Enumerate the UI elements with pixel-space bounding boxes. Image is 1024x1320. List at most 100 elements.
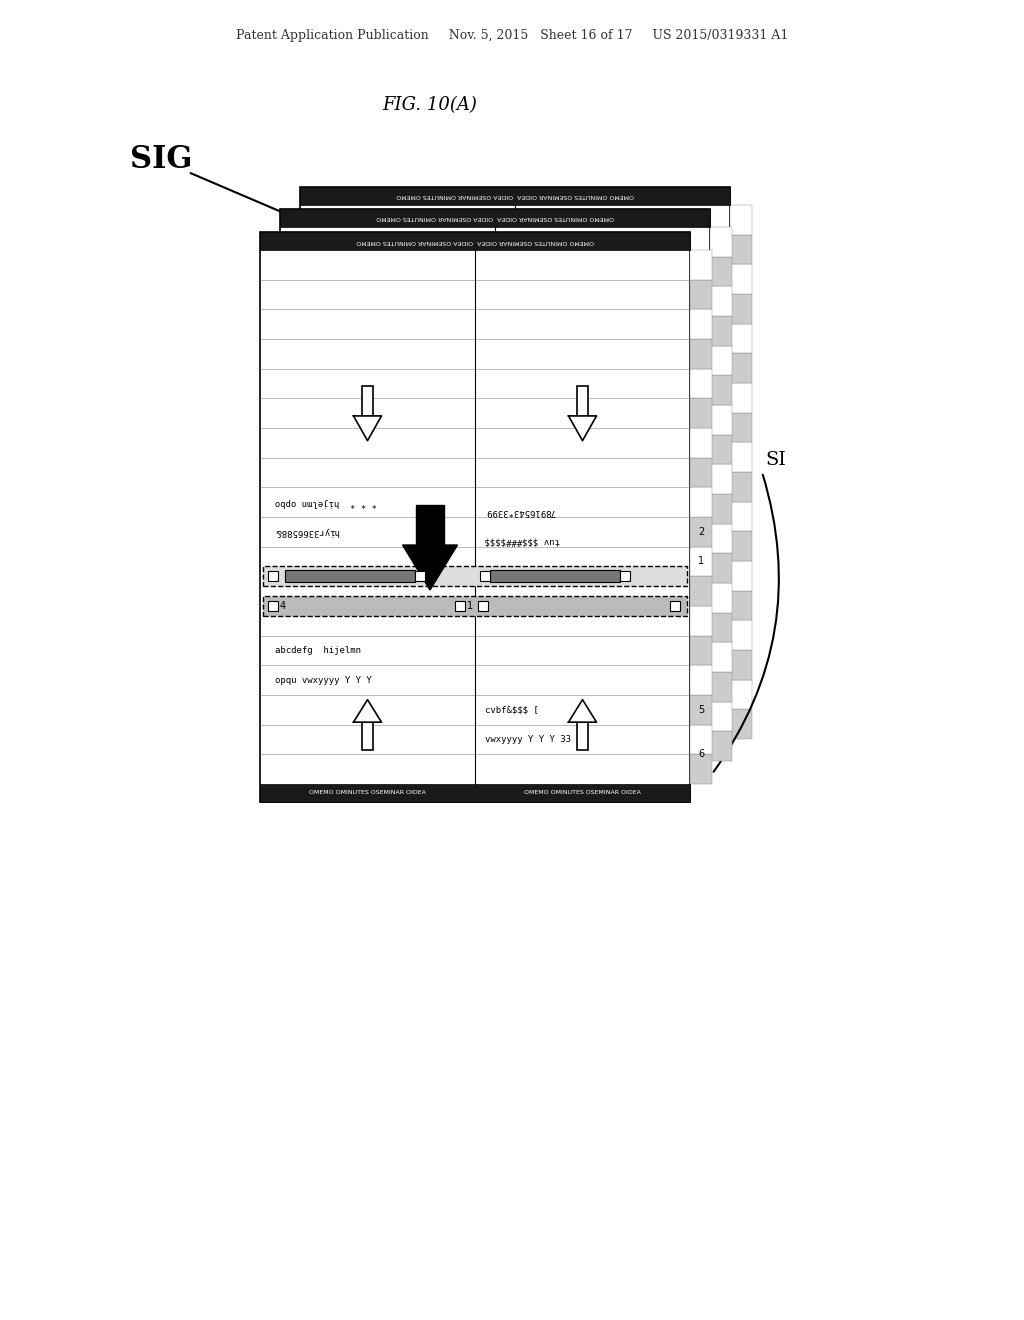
Bar: [690, 696, 712, 725]
Bar: [690, 399, 712, 428]
Text: 78916543*3399: 78916543*3399: [485, 507, 555, 516]
Bar: [490, 570, 620, 582]
Bar: [263, 566, 687, 586]
Bar: [710, 494, 732, 524]
Bar: [416, 506, 444, 545]
Bar: [285, 570, 415, 582]
Bar: [690, 368, 712, 399]
Bar: [710, 524, 732, 553]
Polygon shape: [568, 416, 597, 441]
Bar: [690, 428, 712, 458]
Bar: [455, 601, 465, 611]
Bar: [730, 680, 752, 709]
Bar: [690, 458, 712, 487]
Bar: [710, 643, 732, 672]
Bar: [280, 762, 710, 779]
Bar: [690, 517, 712, 546]
Bar: [730, 235, 752, 264]
Bar: [690, 754, 712, 784]
Text: 4: 4: [280, 601, 286, 611]
Bar: [690, 309, 712, 339]
Bar: [730, 590, 752, 620]
Bar: [690, 339, 712, 368]
Bar: [300, 187, 730, 756]
Text: OMEMO OMINUTES OSEMINAR OIDEA: OMEMO OMINUTES OSEMINAR OIDEA: [309, 791, 426, 796]
Text: cvbf&$$$ [: cvbf&$$$ [: [485, 705, 539, 714]
Bar: [730, 264, 752, 294]
Bar: [478, 601, 488, 611]
Bar: [710, 612, 732, 643]
Bar: [710, 315, 732, 346]
Bar: [280, 209, 710, 779]
Text: * * *  hijelmn opbo: * * * hijelmn opbo: [275, 498, 377, 507]
Text: OMEMO OMINUTES OSEMINAR OIDEA  OIDEA OSEMINAR OMINUTES OMEMO: OMEMO OMINUTES OSEMINAR OIDEA OIDEA OSEM…: [376, 215, 613, 220]
Text: 6: 6: [698, 750, 705, 759]
Polygon shape: [402, 545, 458, 590]
Text: 2: 2: [698, 527, 705, 537]
Bar: [260, 232, 690, 249]
Bar: [690, 546, 712, 577]
Bar: [300, 739, 730, 756]
Bar: [263, 597, 687, 616]
Text: OMEMO OMINUTES OSEMINAR OIDEA: OMEMO OMINUTES OSEMINAR OIDEA: [544, 767, 660, 772]
Text: abcdefg  hijelmn: abcdefg hijelmn: [275, 645, 361, 655]
Bar: [730, 561, 752, 590]
Text: OMEMO OMINUTES OSEMINAR OIDEA: OMEMO OMINUTES OSEMINAR OIDEA: [564, 746, 681, 751]
Bar: [710, 256, 732, 286]
Polygon shape: [353, 700, 382, 722]
Text: OMEMO OMINUTES OSEMINAR OIDEA: OMEMO OMINUTES OSEMINAR OIDEA: [349, 746, 466, 751]
Bar: [730, 205, 752, 235]
Bar: [730, 649, 752, 680]
Text: hiyr3366588&: hiyr3366588&: [275, 527, 340, 536]
Text: OMEMO OMINUTES OSEMINAR OIDEA  OIDEA OSEMINAR OMINUTES OMEMO: OMEMO OMINUTES OSEMINAR OIDEA OIDEA OSEM…: [396, 194, 634, 198]
Bar: [730, 383, 752, 413]
Bar: [710, 672, 732, 702]
Bar: [730, 294, 752, 323]
Bar: [710, 375, 732, 405]
Bar: [710, 731, 732, 762]
Text: Patent Application Publication     Nov. 5, 2015   Sheet 16 of 17     US 2015/031: Patent Application Publication Nov. 5, 2…: [236, 29, 788, 41]
Bar: [577, 385, 589, 416]
Text: OMEMO OMINUTES OSEMINAR OIDEA: OMEMO OMINUTES OSEMINAR OIDEA: [329, 767, 445, 772]
Bar: [730, 323, 752, 354]
Bar: [268, 572, 278, 581]
Bar: [690, 249, 712, 280]
Text: FIG. 10(B): FIG. 10(B): [382, 616, 477, 634]
Text: SI: SI: [765, 451, 785, 469]
Text: 1: 1: [467, 601, 473, 611]
Polygon shape: [353, 416, 382, 441]
Bar: [710, 405, 732, 434]
Bar: [690, 577, 712, 606]
Bar: [670, 601, 680, 611]
Bar: [577, 722, 589, 750]
Bar: [730, 354, 752, 383]
Text: opqu vwxyyyy Y Y Y: opqu vwxyyyy Y Y Y: [275, 676, 372, 685]
Bar: [730, 413, 752, 442]
Bar: [260, 232, 690, 803]
Bar: [730, 473, 752, 502]
Bar: [710, 702, 732, 731]
Bar: [690, 606, 712, 636]
Bar: [710, 434, 732, 465]
Text: OMEMO OMINUTES OSEMINAR OIDEA: OMEMO OMINUTES OSEMINAR OIDEA: [524, 791, 641, 796]
Bar: [361, 385, 374, 416]
Bar: [361, 722, 374, 750]
Bar: [300, 187, 730, 205]
Bar: [710, 346, 732, 375]
Bar: [415, 572, 425, 581]
Bar: [268, 601, 278, 611]
Bar: [690, 665, 712, 696]
Text: 1: 1: [698, 557, 705, 566]
Text: vwxyyyy Y Y Y 33: vwxyyyy Y Y Y 33: [485, 735, 571, 744]
Bar: [730, 442, 752, 473]
Bar: [280, 209, 710, 227]
Bar: [690, 725, 712, 754]
Text: OMEMO OMINUTES OSEMINAR OIDEA  OIDEA OSEMINAR OMINUTES OMEMO: OMEMO OMINUTES OSEMINAR OIDEA OIDEA OSEM…: [356, 239, 594, 243]
Bar: [710, 227, 732, 256]
Bar: [730, 709, 752, 739]
Bar: [620, 572, 630, 581]
Bar: [690, 487, 712, 517]
Bar: [710, 553, 732, 583]
Bar: [710, 583, 732, 612]
Bar: [730, 532, 752, 561]
